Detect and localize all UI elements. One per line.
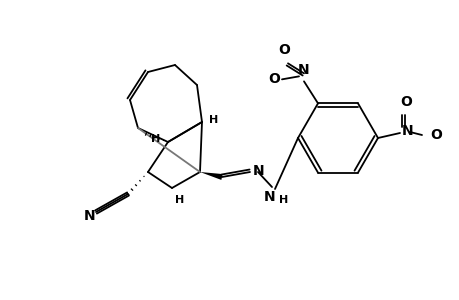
Text: O: O [429, 128, 441, 142]
Text: O: O [268, 72, 280, 86]
Text: O: O [399, 95, 411, 109]
Text: N: N [297, 63, 309, 77]
Text: N: N [252, 164, 264, 178]
Text: N: N [263, 190, 275, 204]
Text: O: O [277, 44, 289, 57]
Text: N: N [401, 124, 413, 138]
Text: H: H [208, 115, 218, 125]
Polygon shape [200, 172, 222, 180]
Text: N: N [84, 209, 95, 223]
Text: H: H [279, 195, 288, 205]
Text: H: H [151, 134, 160, 144]
Text: H: H [174, 195, 184, 205]
